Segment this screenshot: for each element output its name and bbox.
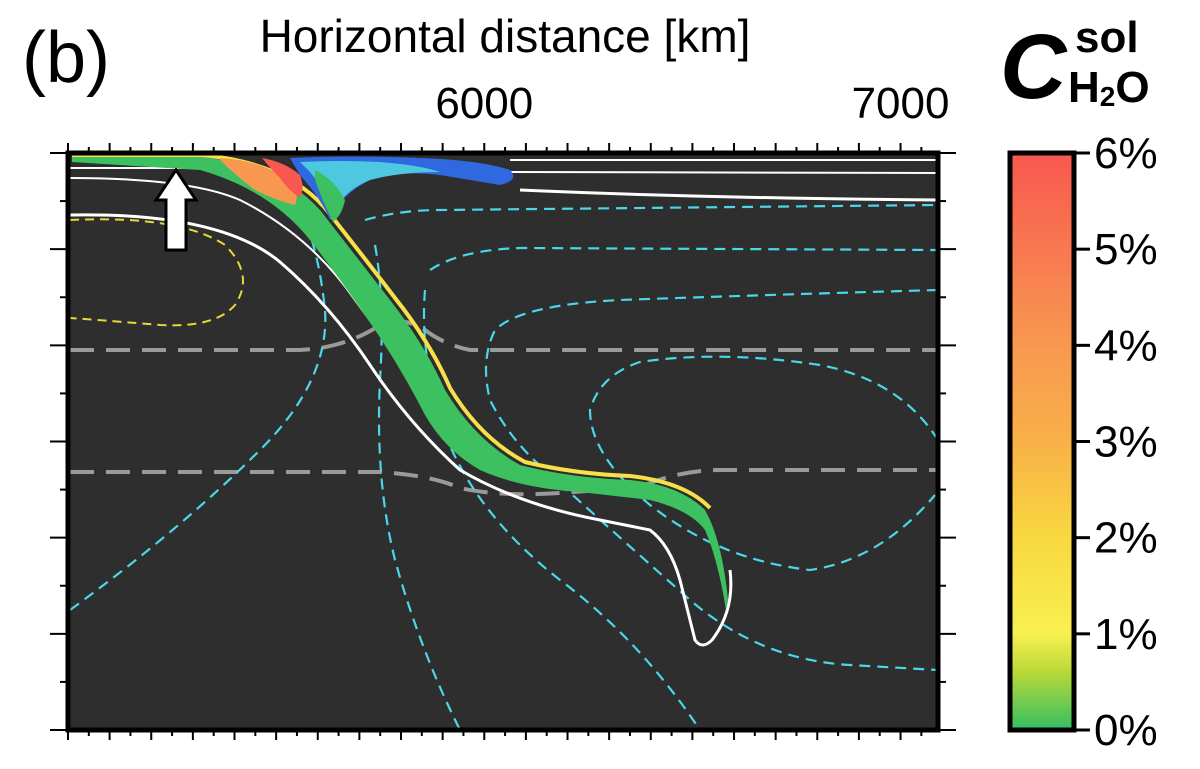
colorbar-tick-label-1: 1%	[1094, 610, 1158, 659]
colorbar-tick-label-0: 0%	[1094, 706, 1158, 755]
x-axis-title: Horizontal distance [km]	[260, 10, 751, 62]
colorbar-subscript-main: H	[1068, 63, 1100, 112]
x-tick-label-1: 7000	[852, 79, 950, 128]
white-contour-right-plate	[519, 188, 938, 202]
colorbar: 0% 1% 2% 3% 4% 5% 6% C sol H2O	[1000, 13, 1158, 755]
cyan-streamline-mid-2	[484, 288, 938, 672]
cyan-streamline-vertical-2	[364, 203, 938, 222]
panel-label: (b)	[22, 18, 110, 98]
up-arrow-icon	[153, 167, 199, 252]
slab-green-wisp	[315, 170, 345, 222]
colorbar-tick-label-6: 6%	[1094, 129, 1158, 178]
colorbar-ticks: 0% 1% 2% 3% 4% 5% 6%	[1074, 129, 1158, 755]
white-contour-right-plate-2	[509, 171, 938, 174]
cyan-streamline-top-right	[429, 246, 938, 271]
colorbar-subscript-digit: 2	[1100, 81, 1116, 112]
cyan-streamline-inner-loop	[588, 355, 938, 572]
x-tick-labels: 6000 7000	[435, 79, 949, 128]
yellow-streamline	[69, 218, 244, 327]
cyan-streamline-left-arc	[69, 209, 327, 611]
colorbar-subscript: H2O	[1068, 63, 1150, 112]
plot-area	[50, 143, 956, 740]
colorbar-tick-label-2: 2%	[1094, 514, 1158, 563]
x-tick-label-0: 6000	[435, 79, 533, 128]
slab-yellow-edge	[72, 153, 712, 510]
colorbar-superscript: sol	[1075, 13, 1139, 62]
colorbar-tick-label-3: 3%	[1094, 418, 1158, 467]
colorbar-subscript-tail: O	[1115, 63, 1149, 112]
white-contour-slab-bottom	[69, 213, 733, 647]
hydrated-slab	[72, 153, 728, 610]
plot-background	[68, 153, 938, 730]
axis-ticks	[50, 143, 956, 740]
colorbar-tick-label-4: 4%	[1094, 321, 1158, 370]
colorbar-bar	[1007, 150, 1077, 733]
colorbar-tick-label-5: 5%	[1094, 225, 1158, 274]
colorbar-symbol: C	[1000, 16, 1068, 118]
cyan-streamline-vertical-1	[373, 244, 461, 730]
slab-red-spot	[262, 158, 303, 198]
slab-orange-wedge	[220, 158, 297, 205]
